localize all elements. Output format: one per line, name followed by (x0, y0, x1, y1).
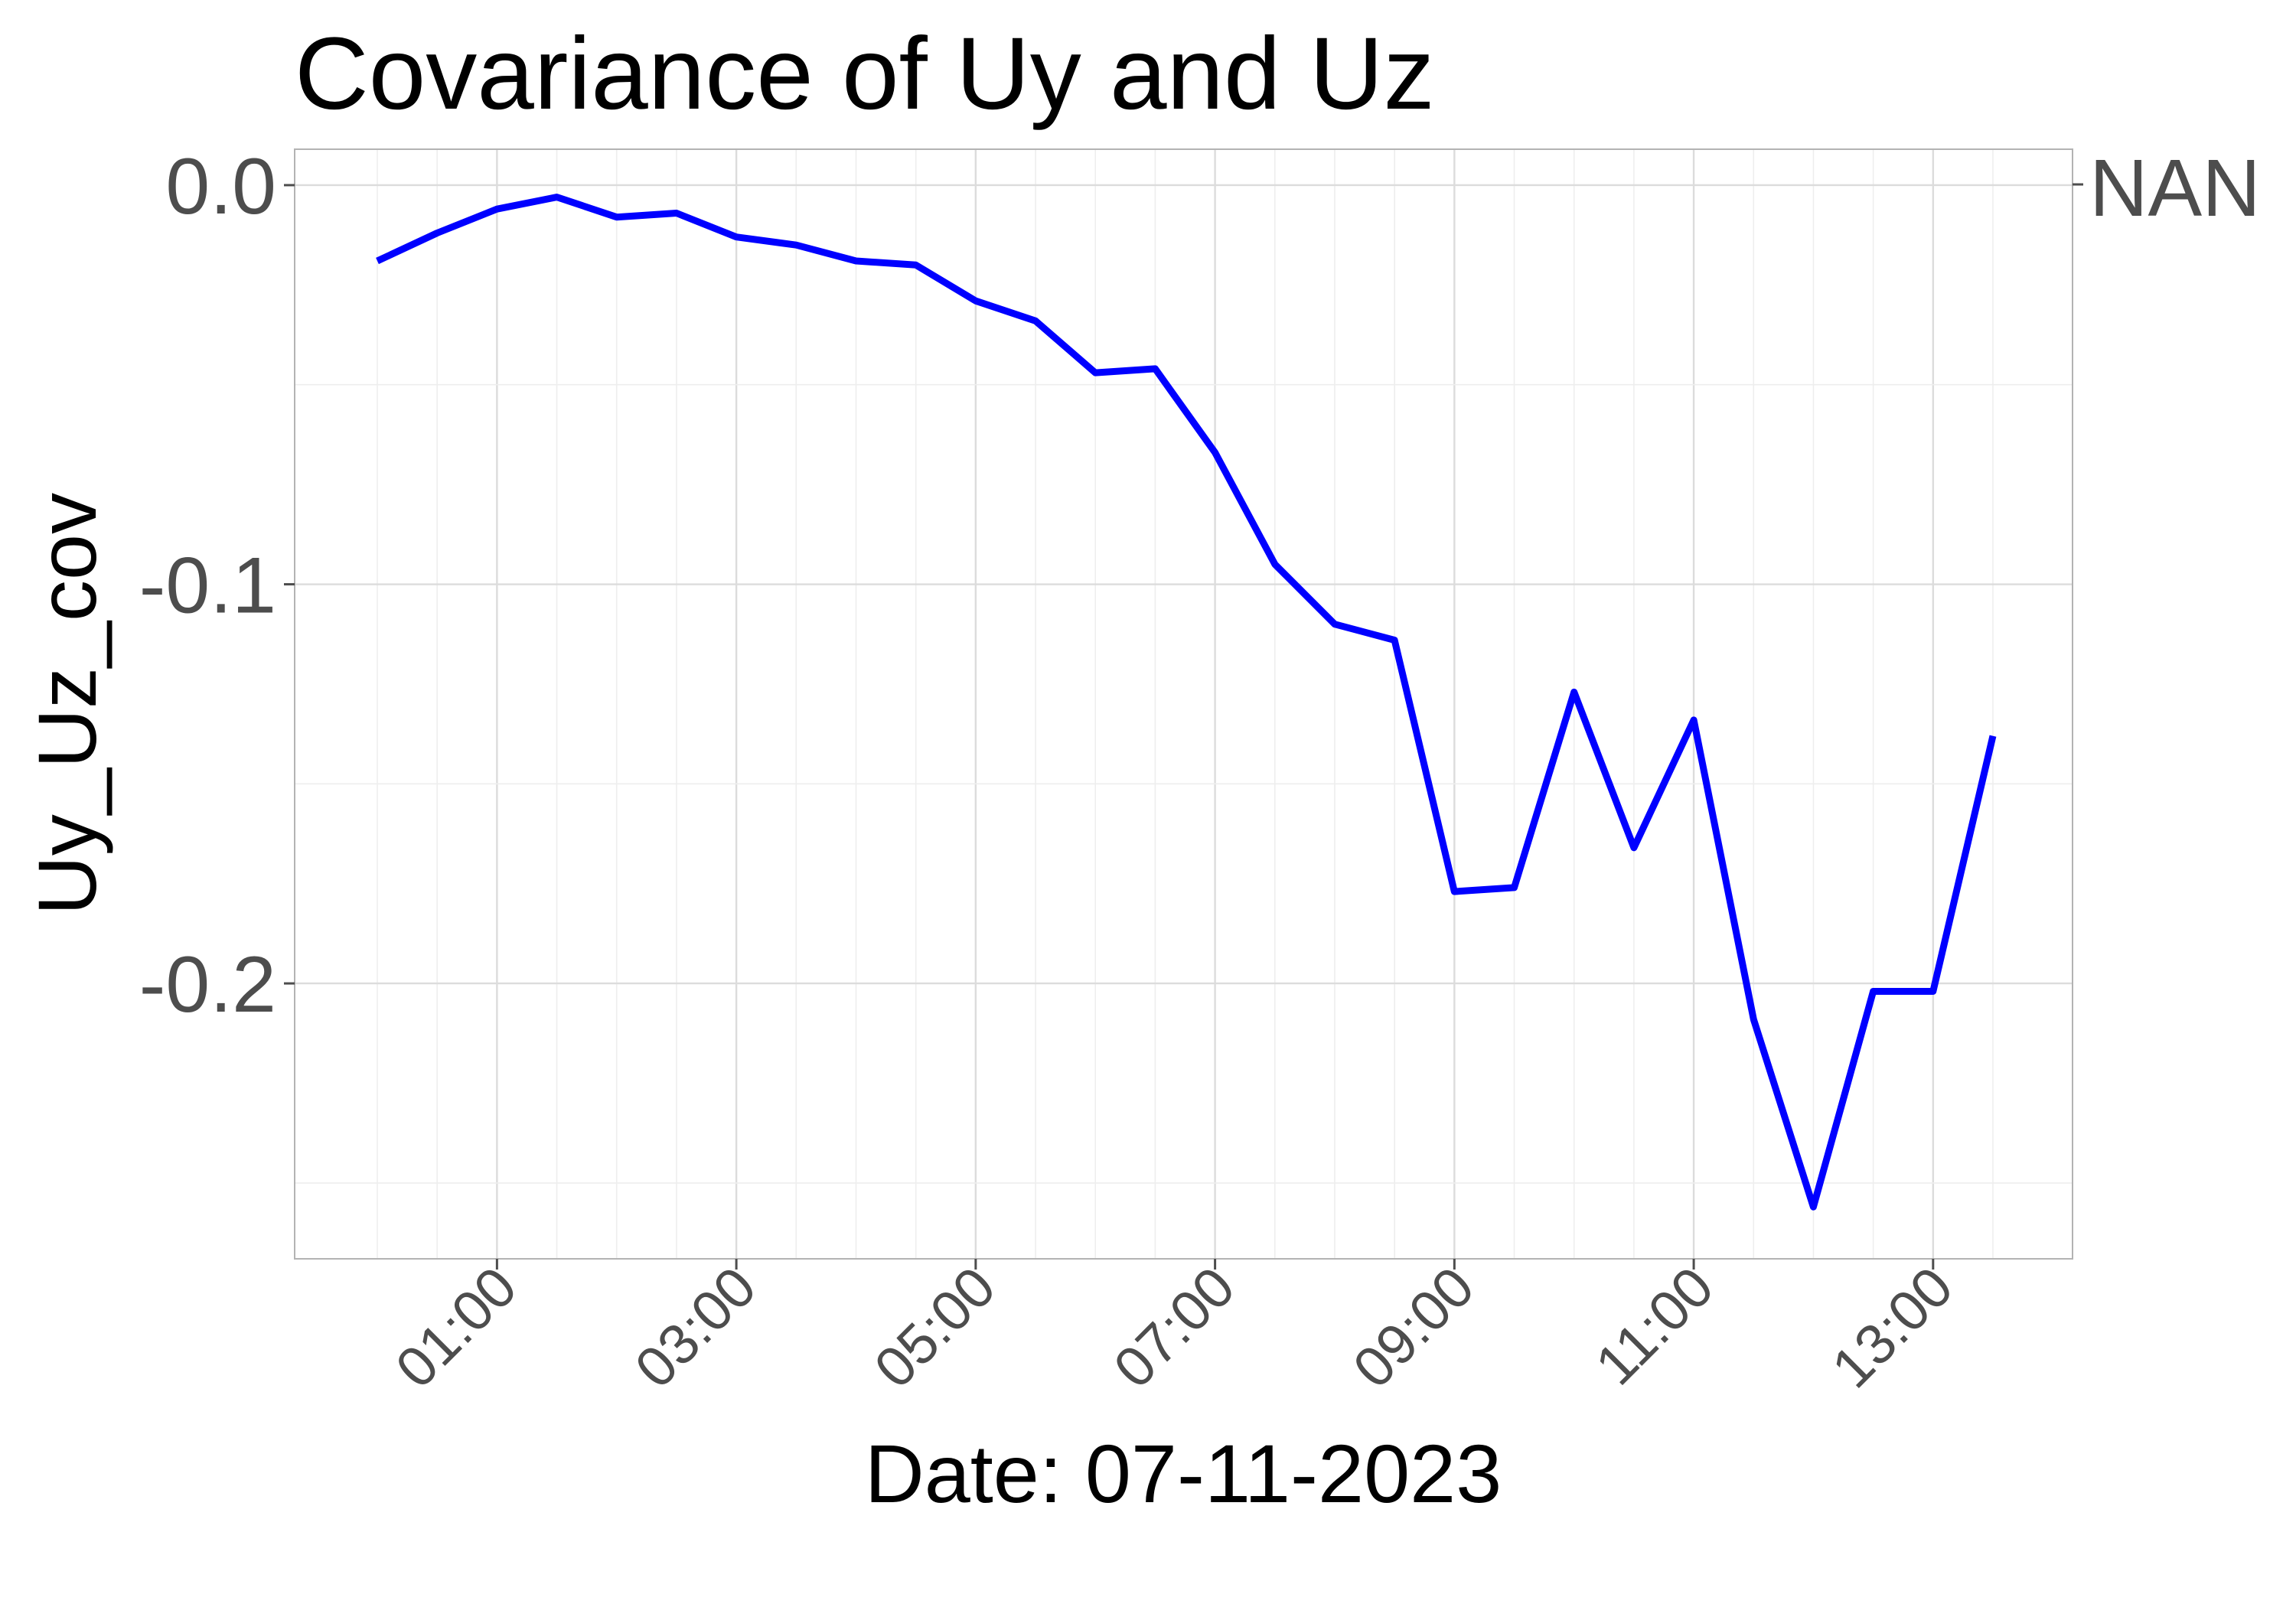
y-tick-label: 0.0 (165, 142, 276, 231)
series-layer (376, 194, 1997, 1211)
y-tick-label: -0.2 (139, 940, 276, 1029)
y-axis: 0.0 -0.1 -0.2 (139, 142, 295, 1029)
y-tick-label: -0.1 (139, 542, 276, 631)
x-axis-title: Date: 07-11-2023 (865, 1427, 1502, 1520)
chart-title: Covariance of Uy and Uz (295, 17, 1435, 131)
x-tick-label: 03:00 (623, 1255, 768, 1400)
grid (295, 149, 2073, 1259)
series-line (376, 194, 1997, 1211)
x-tick-label: 13:00 (1819, 1255, 1965, 1400)
x-tick-label: 11:00 (1583, 1255, 1726, 1397)
x-tick-label: 07:00 (1101, 1255, 1247, 1400)
x-tick-label: 09:00 (1341, 1255, 1486, 1400)
y-axis-title: Uy_Uz_cov (21, 493, 113, 915)
plot-panel-border (294, 148, 2073, 1260)
x-tick-label: 05:00 (863, 1255, 1008, 1400)
secondary-axis-label: NAN (2089, 143, 2261, 233)
x-axis: 01:00 03:00 05:00 07:00 09:00 11:00 13:00 (383, 1255, 1965, 1400)
x-tick-label: 01:00 (383, 1255, 529, 1400)
